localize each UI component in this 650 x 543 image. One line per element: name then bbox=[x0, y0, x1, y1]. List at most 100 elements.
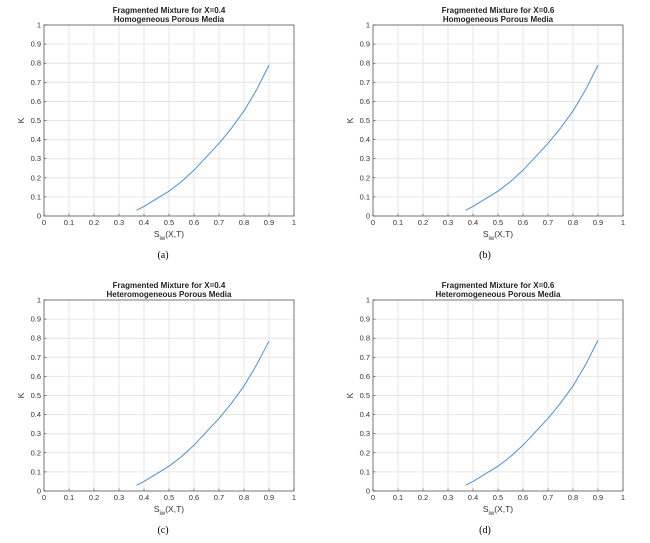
chart-panel-1: 0 0.1 0.2 0.3 0.4 0.5 0.6 0.7 0.8 0.9 1 0 0.1 0.2 0.3 0… bbox=[345, 6, 625, 261]
y-tick-label: 0.9 bbox=[31, 315, 41, 324]
y-tick-label: 0 bbox=[37, 212, 41, 221]
x-tick-label: 0.1 bbox=[64, 218, 74, 227]
chart-panel-0: 0 0.1 0.2 0.3 0.4 0.5 0.6 0.7 0.8 0.9 1 0 0.1 0.2 0.3 0… bbox=[16, 6, 296, 261]
y-tick-label: 0.3 bbox=[360, 154, 370, 163]
series-line-0 bbox=[136, 340, 270, 486]
y-tick-label: 0.4 bbox=[360, 410, 370, 419]
x-tick-label: 1 bbox=[292, 493, 296, 502]
series-line-0 bbox=[465, 64, 599, 211]
chart-subtitle: Heteromogeneous Porous Media bbox=[107, 290, 232, 299]
x-axis-label: Siw(X,T) bbox=[483, 504, 513, 517]
x-axis-label-main: S bbox=[483, 504, 489, 514]
x-axis-label: Siw(X,T) bbox=[154, 229, 184, 242]
y-tick-label: 1 bbox=[37, 21, 41, 30]
axes-box bbox=[43, 24, 295, 217]
x-tick-label: 0.8 bbox=[568, 218, 578, 227]
x-tick-label: 0.4 bbox=[139, 218, 149, 227]
x-tick-label: 0.1 bbox=[393, 493, 403, 502]
x-tick-label: 1 bbox=[292, 218, 296, 227]
x-tick-label: 0.4 bbox=[139, 493, 149, 502]
x-axis-label-subscript: iw bbox=[160, 511, 166, 517]
x-tick-label: 0.6 bbox=[518, 218, 528, 227]
x-axis-label-rest: (X,T) bbox=[494, 229, 513, 239]
x-tick-label: 0 bbox=[371, 493, 375, 502]
x-tick-label: 0.3 bbox=[114, 493, 124, 502]
x-tick-label: 0.7 bbox=[543, 493, 553, 502]
panel-caption: (b) bbox=[479, 250, 491, 261]
x-tick-label: 0.9 bbox=[593, 218, 603, 227]
x-tick-label: 0.9 bbox=[264, 493, 274, 502]
x-axis-label-main: S bbox=[154, 504, 160, 514]
x-axis-label: Siw(X,T) bbox=[154, 504, 184, 517]
y-axis-label: K bbox=[345, 392, 355, 398]
y-tick-label: 0.6 bbox=[360, 372, 370, 381]
y-tick-label: 0.3 bbox=[31, 154, 41, 163]
y-axis-label: K bbox=[16, 117, 26, 123]
x-tick-label: 0.8 bbox=[568, 493, 578, 502]
panel-caption: (c) bbox=[157, 525, 168, 536]
series-line-0 bbox=[465, 339, 599, 486]
chart-title: Fragmented Mixture for X=0.6 bbox=[442, 281, 555, 290]
x-tick-label: 1 bbox=[621, 493, 625, 502]
chart-panel-3: 0 0.1 0.2 0.3 0.4 0.5 0.6 0.7 0.8 0.9 1 0 0.1 0.2 0.3 0… bbox=[345, 281, 625, 536]
x-tick-label: 0.5 bbox=[164, 218, 174, 227]
x-tick-label: 0.9 bbox=[264, 218, 274, 227]
x-axis-label-main: S bbox=[154, 229, 160, 239]
x-tick-label: 0.2 bbox=[89, 493, 99, 502]
x-tick-label: 0.4 bbox=[468, 218, 478, 227]
x-tick-label: 0.5 bbox=[493, 218, 503, 227]
y-tick-label: 0.8 bbox=[360, 334, 370, 343]
y-tick-label: 0.9 bbox=[31, 40, 41, 49]
series-line-0 bbox=[136, 64, 270, 211]
chart-title: Fragmented Mixture for X=0.4 bbox=[113, 6, 226, 15]
x-tick-label: 0.5 bbox=[164, 493, 174, 502]
y-tick-label: 0.2 bbox=[31, 448, 41, 457]
y-tick-label: 0.2 bbox=[360, 173, 370, 182]
y-tick-label: 0.7 bbox=[360, 78, 370, 87]
panel-caption: (d) bbox=[479, 525, 491, 536]
y-tick-label: 0.6 bbox=[31, 372, 41, 381]
x-axis-label: Siw(X,T) bbox=[483, 229, 513, 242]
x-tick-label: 0.9 bbox=[593, 493, 603, 502]
y-tick-label: 1 bbox=[37, 296, 41, 305]
chart-subtitle: Heteromogeneous Porous Media bbox=[436, 290, 561, 299]
x-tick-label: 0 bbox=[42, 493, 46, 502]
chart-subtitle: Homogeneous Porous Media bbox=[114, 15, 225, 24]
x-axis-label-rest: (X,T) bbox=[494, 504, 513, 514]
x-tick-label: 0 bbox=[42, 218, 46, 227]
x-tick-label: 0.2 bbox=[89, 218, 99, 227]
y-tick-label: 0.9 bbox=[360, 315, 370, 324]
y-tick-label: 0.4 bbox=[31, 410, 41, 419]
x-tick-label: 0.8 bbox=[239, 493, 249, 502]
y-tick-label: 0.6 bbox=[31, 97, 41, 106]
y-tick-label: 0.4 bbox=[31, 135, 41, 144]
x-tick-label: 0 bbox=[371, 218, 375, 227]
x-tick-label: 1 bbox=[621, 218, 625, 227]
x-tick-label: 0.1 bbox=[64, 493, 74, 502]
y-tick-label: 0 bbox=[37, 487, 41, 496]
x-axis-label-subscript: iw bbox=[489, 511, 495, 517]
y-tick-label: 0.1 bbox=[360, 467, 370, 476]
chart-title: Fragmented Mixture for X=0.6 bbox=[442, 6, 555, 15]
y-tick-label: 0.2 bbox=[31, 173, 41, 182]
x-tick-label: 0.3 bbox=[443, 218, 453, 227]
x-tick-label: 0.6 bbox=[189, 493, 199, 502]
chart-title: Fragmented Mixture for X=0.4 bbox=[113, 281, 226, 290]
x-tick-label: 0.5 bbox=[493, 493, 503, 502]
y-tick-label: 0.2 bbox=[360, 448, 370, 457]
x-axis-label-main: S bbox=[483, 229, 489, 239]
x-tick-label: 0.2 bbox=[418, 493, 428, 502]
y-axis-label: K bbox=[345, 117, 355, 123]
y-tick-label: 0 bbox=[366, 212, 370, 221]
y-tick-label: 0.1 bbox=[360, 192, 370, 201]
axes-box bbox=[43, 299, 295, 492]
y-axis-label: K bbox=[16, 392, 26, 398]
chart-panel-2: 0 0.1 0.2 0.3 0.4 0.5 0.6 0.7 0.8 0.9 1 0 0.1 0.2 0.3 0… bbox=[16, 281, 296, 536]
y-tick-label: 0.6 bbox=[360, 97, 370, 106]
y-tick-label: 0.8 bbox=[360, 59, 370, 68]
y-tick-label: 1 bbox=[366, 296, 370, 305]
chart-subtitle: Homogeneous Porous Media bbox=[443, 15, 554, 24]
y-tick-label: 0.1 bbox=[31, 192, 41, 201]
axes-box bbox=[372, 299, 624, 492]
